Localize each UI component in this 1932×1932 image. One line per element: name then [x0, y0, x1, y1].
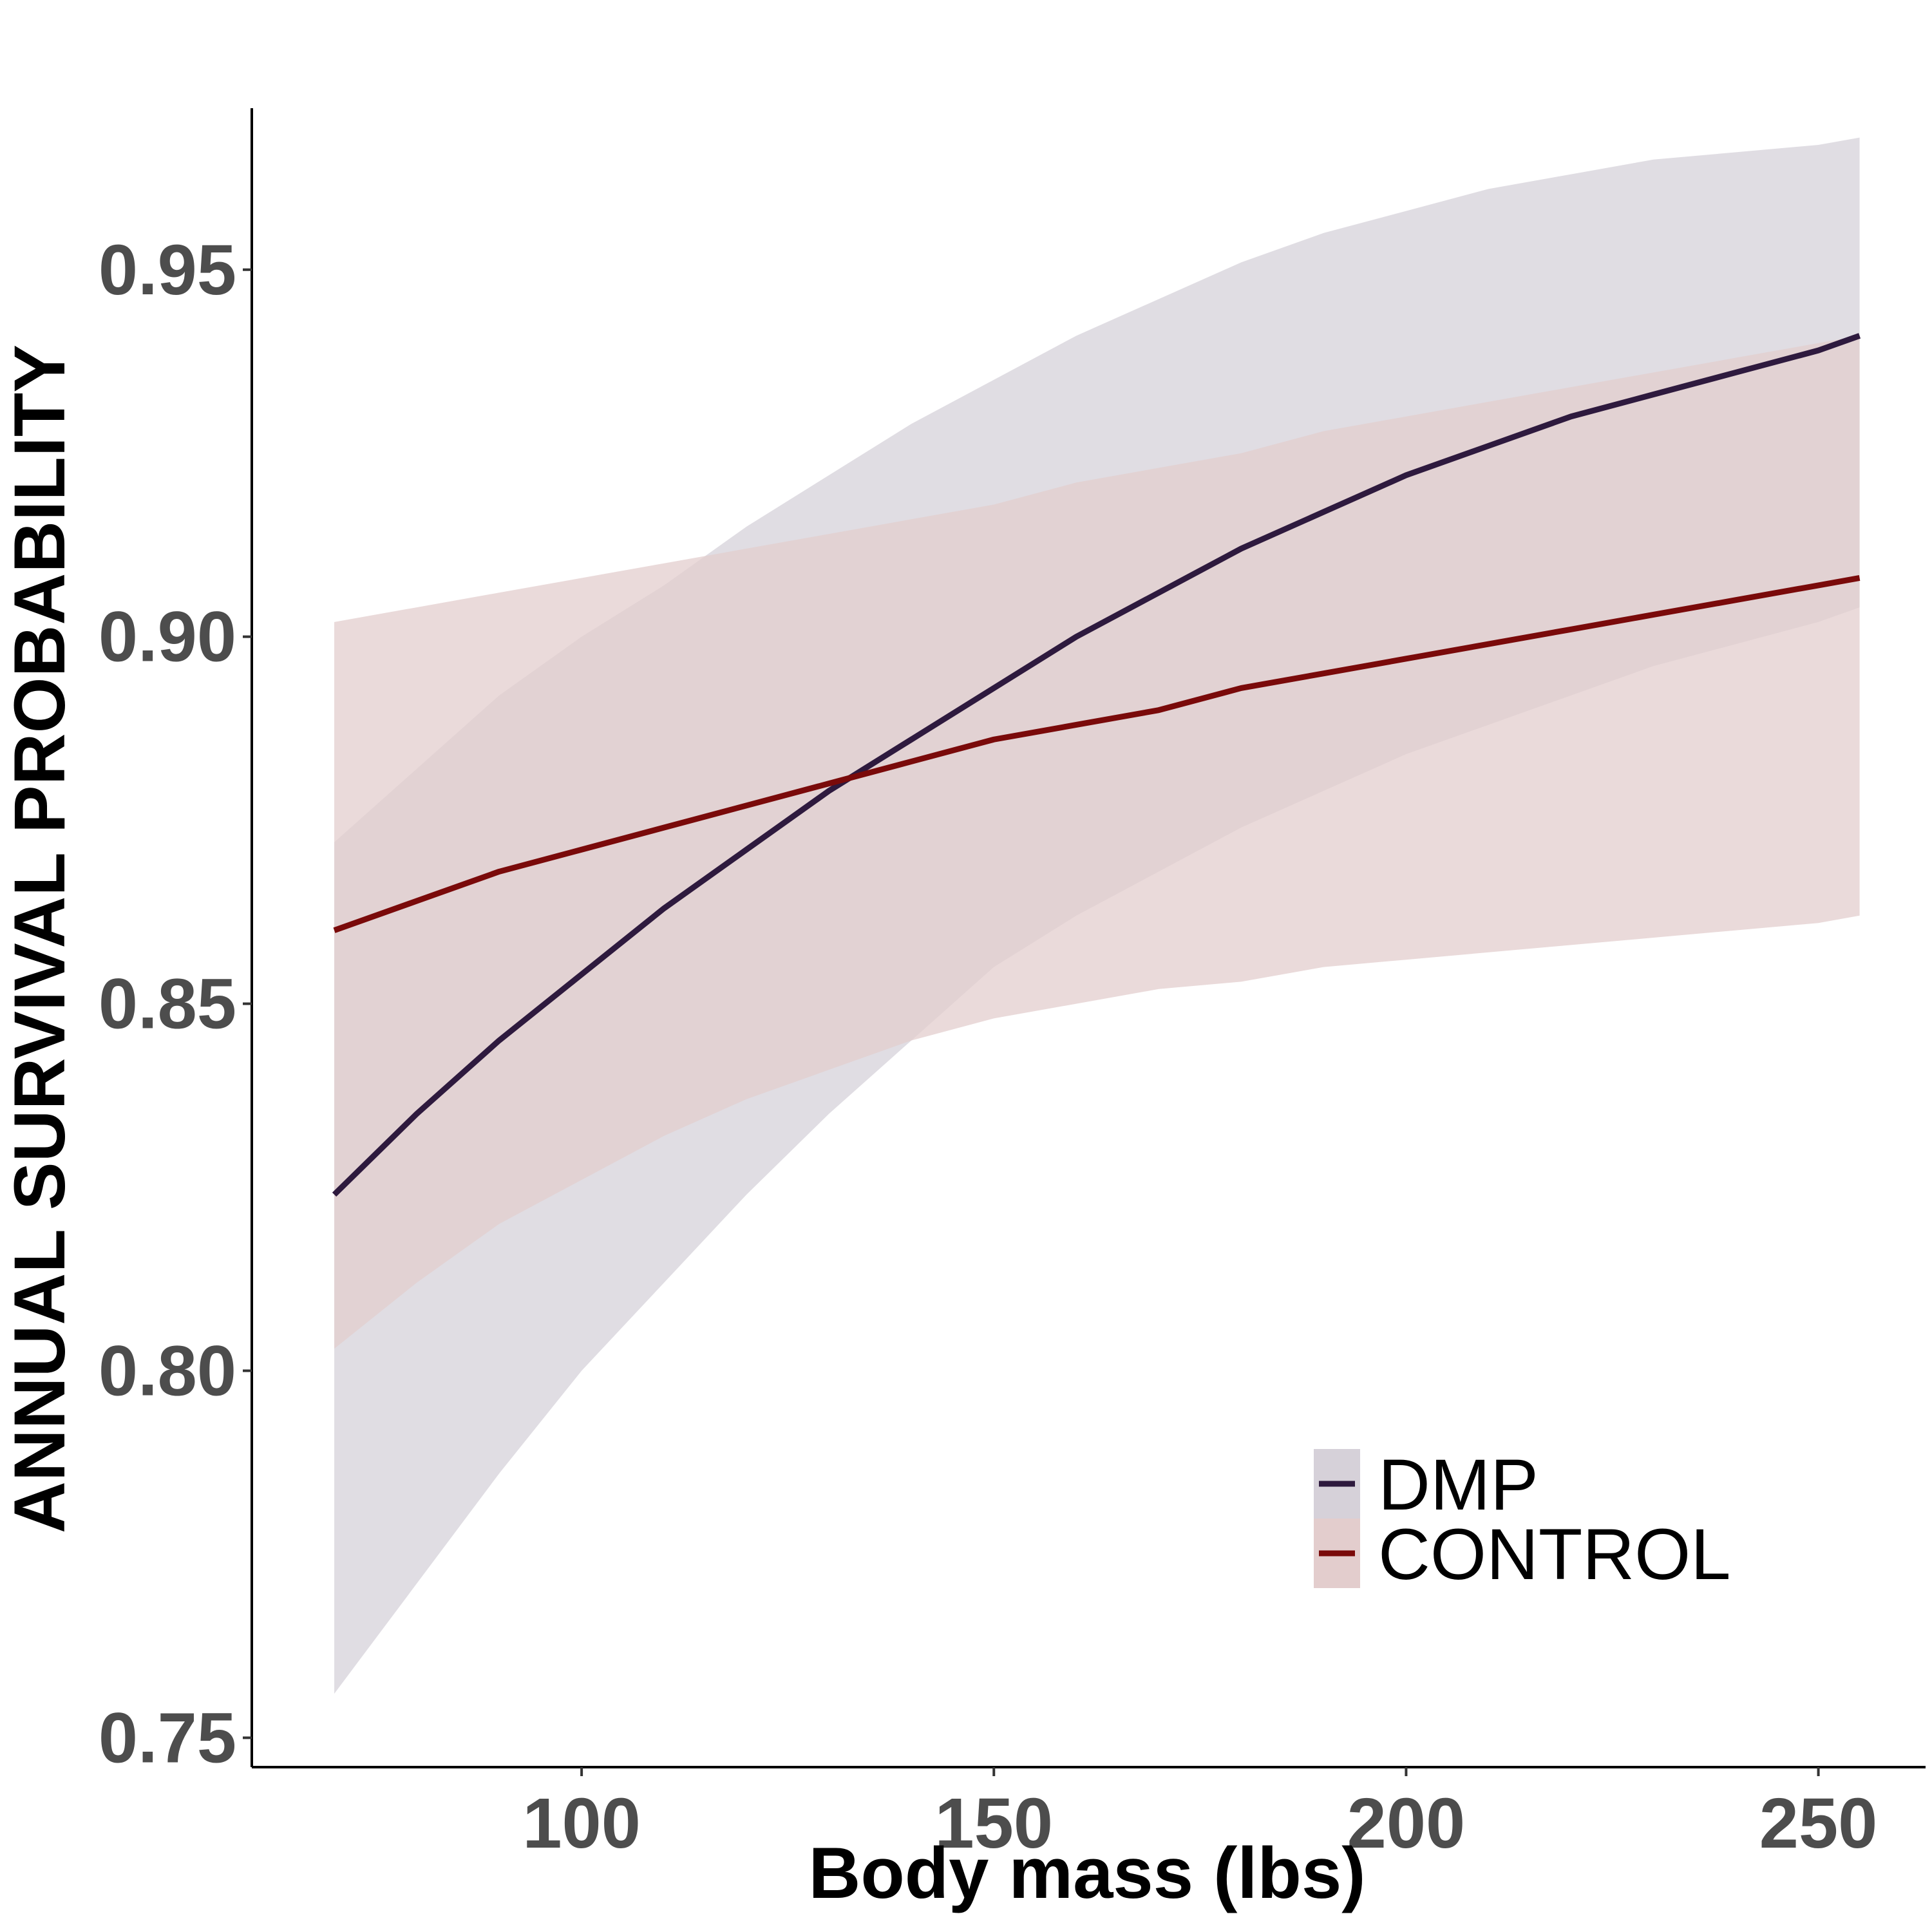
x-tick-label: 200 [1347, 1784, 1466, 1863]
legend-label-control: CONTROL [1378, 1514, 1731, 1595]
tick-labels: 0.75 0.80 0.85 0.90 0.95 100 150 200 250 [99, 231, 1877, 1863]
axes [243, 108, 1926, 1776]
y-tick-label: 0.80 [99, 1331, 236, 1410]
y-axis-title: ANNUAL SURVIVAL PROBABILITY [0, 345, 80, 1533]
x-tick-label: 150 [935, 1784, 1054, 1863]
y-tick-label: 0.95 [99, 231, 236, 310]
y-tick-label: 0.85 [99, 965, 236, 1044]
line-dmp [332, 333, 1861, 1197]
y-tick-label: 0.90 [99, 598, 236, 677]
x-tick-label: 250 [1759, 1784, 1878, 1863]
line-control [333, 575, 1861, 933]
y-tick-label: 0.75 [99, 1698, 236, 1777]
x-axis-title: Body mass (lbs) [808, 1833, 1365, 1913]
legend-label-dmp: DMP [1378, 1444, 1539, 1525]
confidence-bands [334, 137, 1860, 1694]
band-control [334, 336, 1860, 1349]
series-lines [332, 333, 1861, 1197]
x-tick-label: 100 [522, 1784, 641, 1863]
